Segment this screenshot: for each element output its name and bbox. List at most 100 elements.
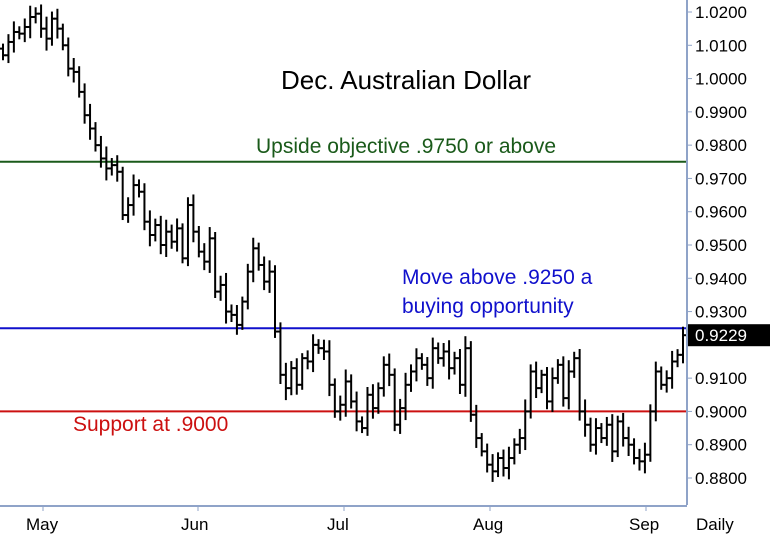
price-bar <box>369 384 376 419</box>
y-tick-label-12: 0.8900 <box>695 436 747 455</box>
price-bar <box>337 395 344 421</box>
price-bar <box>680 326 686 364</box>
price-bar <box>592 418 599 455</box>
price-bar <box>233 305 240 335</box>
price-bar <box>21 18 28 43</box>
price-bar <box>125 197 132 223</box>
price-bar <box>625 426 632 456</box>
price-bar <box>293 358 300 395</box>
price-bar <box>560 356 567 407</box>
price-bar <box>658 366 665 390</box>
y-tick-label-1: 1.0100 <box>695 36 747 55</box>
y-tick-label-8: 0.9400 <box>695 269 747 288</box>
price-bar <box>223 272 230 324</box>
price-bar <box>272 265 278 338</box>
price-bar <box>5 34 12 64</box>
price-bar <box>456 348 463 394</box>
price-bar <box>212 231 219 298</box>
price-bar <box>582 399 589 437</box>
price-bar <box>571 351 578 378</box>
price-bar <box>108 158 115 176</box>
price-bar <box>446 340 453 380</box>
price-bar <box>554 359 561 384</box>
price-bar <box>663 370 670 393</box>
x-tick-label-2: Jul <box>327 515 349 534</box>
price-bar <box>157 215 164 255</box>
price-bar <box>609 414 616 462</box>
price-bar <box>511 438 518 465</box>
price-bar <box>266 260 273 293</box>
price-bar <box>190 194 197 243</box>
price-bar <box>32 7 39 24</box>
price-bar <box>391 368 398 432</box>
price-bar <box>239 296 246 330</box>
x-tick-label-0: May <box>26 515 59 534</box>
price-bar <box>206 227 213 273</box>
price-bar <box>299 353 306 390</box>
price-bar <box>484 443 491 473</box>
price-bar <box>152 218 159 242</box>
x-tick-label-1: Jun <box>181 515 208 534</box>
price-bar <box>315 339 322 354</box>
last-price-tag <box>688 324 770 347</box>
price-bar <box>195 225 202 258</box>
price-bar <box>16 26 23 40</box>
price-bar <box>527 364 534 419</box>
price-bar <box>255 242 262 271</box>
price-bar <box>641 442 648 474</box>
price-bar <box>0 43 6 61</box>
price-bar <box>636 448 643 471</box>
price-bar <box>647 404 654 462</box>
annotation-buying-opportunity-line-1: Move above .9250 a <box>402 266 593 289</box>
price-bar <box>201 243 208 271</box>
price-bars <box>0 4 686 482</box>
y-tick-label-6: 0.9600 <box>695 203 747 222</box>
price-bar <box>179 223 186 264</box>
price-bar <box>48 11 55 46</box>
price-bar <box>402 372 409 421</box>
price-bar <box>228 304 235 322</box>
x-tick-label-3: Aug <box>473 515 503 534</box>
price-bar <box>97 135 104 168</box>
price-bar <box>620 412 627 447</box>
price-bar <box>614 415 621 458</box>
price-bar <box>174 218 181 252</box>
price-bar <box>451 351 458 375</box>
price-bar <box>435 342 442 364</box>
price-bar <box>576 348 583 421</box>
price-bar <box>304 350 311 370</box>
price-bar <box>375 382 382 414</box>
price-bar <box>489 454 496 482</box>
price-bar <box>103 146 110 181</box>
price-bar <box>538 369 545 394</box>
price-bar <box>277 322 284 385</box>
x-tick-label-4: Sep <box>629 515 659 534</box>
price-bar <box>163 219 170 257</box>
price-bar <box>320 339 327 361</box>
annotation-upside-objective: Upside objective .9750 or above <box>256 135 556 158</box>
price-bar <box>380 356 387 397</box>
price-bar <box>92 122 99 152</box>
price-bar <box>184 197 191 267</box>
price-bar <box>81 83 88 124</box>
price-bar <box>408 364 414 392</box>
price-bar <box>467 341 474 422</box>
price-bar <box>440 343 447 367</box>
price-bar <box>261 256 268 291</box>
y-tick-label-13: 0.8800 <box>695 469 747 488</box>
price-bar <box>587 417 594 452</box>
price-bar <box>288 361 295 396</box>
y-tick-label-2: 1.0000 <box>695 70 747 89</box>
price-bar <box>342 369 349 417</box>
price-bar <box>146 210 153 247</box>
price-bar <box>549 367 556 413</box>
period-label: Daily <box>696 515 734 534</box>
reference-lines <box>0 160 686 413</box>
price-bar <box>65 37 72 77</box>
price-bar <box>533 361 540 399</box>
price-bar <box>87 103 94 140</box>
y-tick-label-9: 0.9300 <box>695 303 747 322</box>
price-bar <box>603 416 610 446</box>
annotation-buying-opportunity-line-2: buying opportunity <box>402 295 574 318</box>
price-bar <box>516 428 523 454</box>
